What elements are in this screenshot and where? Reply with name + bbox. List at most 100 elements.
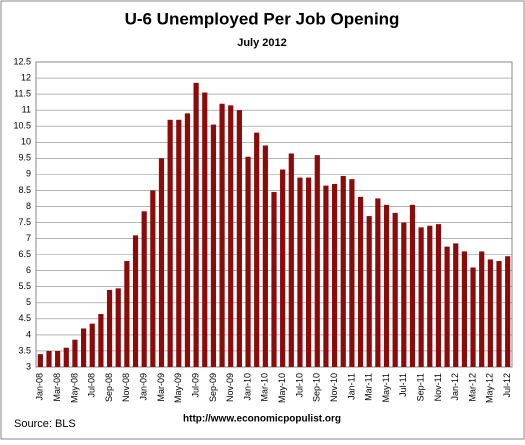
bar (254, 132, 260, 367)
y-tick-label: 6.5 (18, 249, 31, 259)
bar (435, 224, 442, 367)
x-tick-label: Nov-11 (433, 373, 443, 401)
y-tick-label: 11 (22, 105, 31, 115)
x-tick-label: Mar-08 (52, 373, 62, 402)
y-tick-label: 8.5 (18, 185, 31, 195)
y-tick-label: 7 (26, 233, 31, 243)
chart-title: U-6 Unemployed Per Job Opening (125, 9, 400, 28)
y-tick-label: 12.5 (13, 56, 31, 66)
bar (323, 185, 329, 367)
bar (349, 179, 355, 367)
x-tick-label: Sep-08 (104, 373, 114, 402)
bar (81, 328, 87, 367)
bar (89, 323, 95, 367)
x-tick-label: Nov-09 (225, 373, 235, 402)
x-tick-label: Mar-09 (156, 373, 166, 402)
bar (55, 350, 61, 367)
bar (357, 196, 364, 367)
x-tick-label: Jul-10 (294, 373, 304, 398)
bar (297, 177, 303, 367)
bar (271, 192, 277, 367)
bar (392, 212, 398, 367)
bar (115, 288, 121, 367)
x-tick-label: Mar-12 (467, 373, 477, 402)
bar (262, 145, 268, 367)
bar (383, 204, 390, 367)
url: http://www.economicpopulist.org (183, 414, 341, 425)
x-tick-label: Sep-11 (416, 373, 426, 401)
y-tick-label: 11.5 (14, 88, 31, 98)
bar (219, 103, 225, 367)
bar (106, 289, 113, 367)
bar (124, 261, 130, 367)
chart-subtitle: July 2012 (237, 37, 287, 49)
bar (306, 177, 312, 367)
bar (228, 105, 234, 367)
x-tick-label: Jul-11 (398, 373, 408, 397)
bar (340, 175, 346, 367)
y-tick-label: 5.5 (18, 281, 31, 291)
x-tick-label: May-11 (381, 373, 391, 402)
bar (401, 222, 407, 367)
y-tick-label: 3.5 (18, 345, 31, 355)
bar (63, 347, 69, 367)
y-tick-label: 10.5 (13, 121, 31, 131)
x-tick-label: Mar-10 (260, 373, 270, 402)
bar (487, 259, 493, 367)
x-tick-label: Jul-12 (502, 373, 512, 398)
x-tick-label: Sep-10 (312, 373, 322, 402)
bar (375, 198, 381, 367)
y-tick-label: 9.5 (18, 153, 31, 163)
bar (444, 246, 450, 367)
bar (366, 216, 372, 367)
bar (314, 155, 320, 367)
bar (236, 110, 242, 367)
bar (37, 354, 43, 367)
x-tick-label: Jul-08 (87, 373, 97, 398)
y-tick-label: 5 (26, 297, 31, 307)
y-tick-label: 6 (26, 265, 31, 275)
bar (202, 92, 208, 367)
bar (46, 350, 52, 367)
bar (141, 211, 147, 367)
bar (184, 113, 191, 367)
x-tick-label: Jul-09 (190, 373, 200, 398)
x-tick-label: May-12 (485, 373, 495, 403)
y-tick-label: 8 (26, 201, 31, 211)
bar (496, 261, 502, 367)
bar (210, 124, 217, 368)
source: Source: BLS (14, 418, 76, 430)
x-tick-label: May-09 (173, 373, 183, 403)
bar (245, 156, 251, 367)
x-tick-label: May-08 (69, 373, 79, 403)
x-tick-label: Mar-11 (364, 373, 374, 401)
x-tick-label: Jan-10 (242, 373, 252, 401)
bar (288, 153, 294, 367)
y-tick-label: 3 (26, 361, 31, 371)
bar (427, 225, 433, 367)
x-tick-label: Sep-09 (208, 373, 218, 402)
bar (331, 184, 338, 367)
bar (150, 190, 156, 367)
bar (193, 82, 199, 368)
bar (409, 204, 416, 367)
bar (167, 119, 173, 367)
bar (158, 158, 165, 367)
bar (418, 227, 424, 367)
x-tick-label: Jan-09 (139, 373, 149, 401)
bar (453, 243, 459, 367)
y-tick-label: 9 (26, 169, 31, 179)
y-tick-label: 7.5 (18, 217, 31, 227)
y-tick-label: 4.5 (18, 313, 31, 323)
y-tick-label: 4 (26, 329, 31, 339)
x-tick-label: Nov-08 (121, 373, 131, 402)
y-tick-label: 10 (21, 137, 31, 147)
y-tick-label: 12 (21, 72, 31, 82)
bar (505, 256, 511, 367)
x-tick-label: Jan-08 (35, 373, 45, 401)
x-tick-label: Jan-11 (346, 373, 356, 400)
bar (132, 235, 139, 367)
x-tick-label: May-10 (277, 373, 287, 403)
bar (280, 169, 286, 367)
